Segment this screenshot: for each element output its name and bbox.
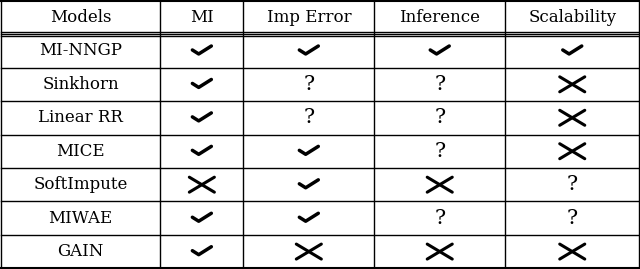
Text: Imp Error: Imp Error [266, 9, 351, 26]
Text: ?: ? [434, 209, 445, 228]
Text: ?: ? [566, 209, 578, 228]
Text: Sinkhorn: Sinkhorn [42, 76, 119, 93]
Text: MICE: MICE [56, 143, 105, 160]
Text: MI: MI [190, 9, 214, 26]
Text: GAIN: GAIN [58, 243, 104, 260]
Text: ?: ? [303, 75, 314, 94]
Text: MIWAE: MIWAE [49, 210, 113, 226]
Text: MI-NNGP: MI-NNGP [39, 43, 122, 59]
Text: Inference: Inference [399, 9, 480, 26]
Text: SoftImpute: SoftImpute [33, 176, 128, 193]
Text: ?: ? [566, 175, 578, 194]
Text: Scalability: Scalability [528, 9, 616, 26]
Text: ?: ? [434, 75, 445, 94]
Text: Models: Models [50, 9, 111, 26]
Text: ?: ? [434, 142, 445, 161]
Text: ?: ? [303, 108, 314, 127]
Text: Linear RR: Linear RR [38, 109, 123, 126]
Text: ?: ? [434, 108, 445, 127]
